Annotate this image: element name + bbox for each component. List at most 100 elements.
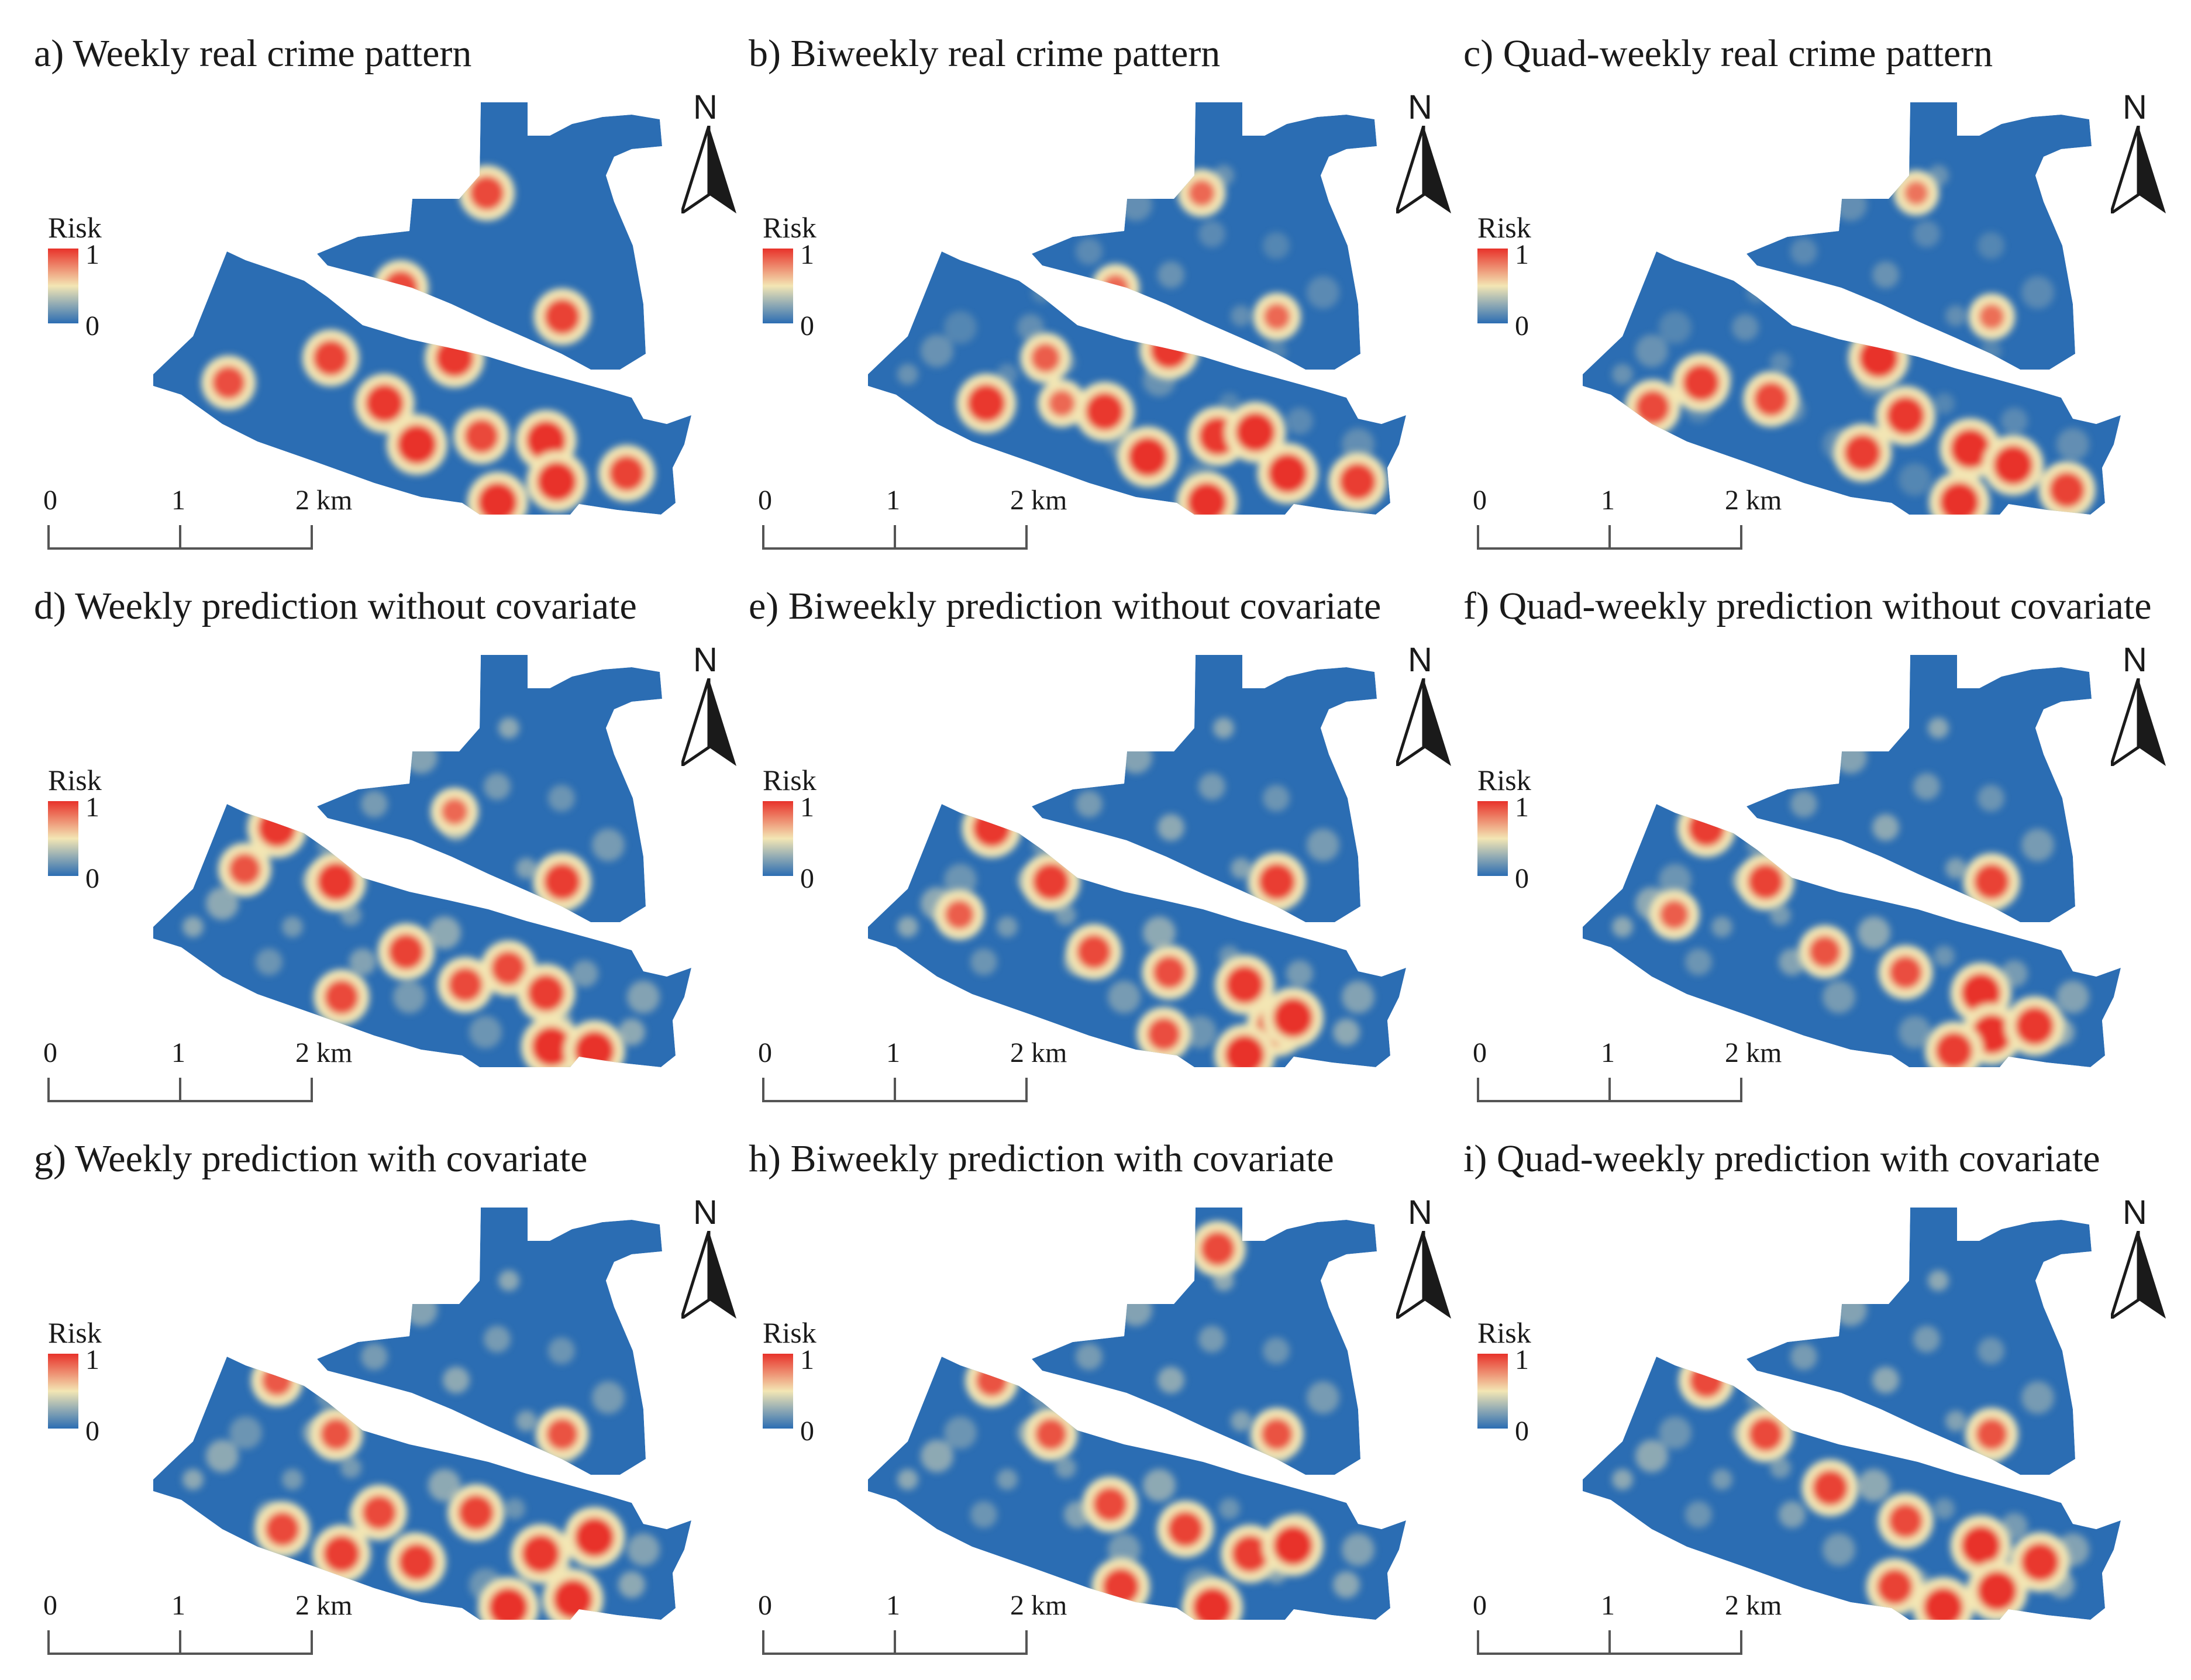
hotspot-core: [1754, 382, 1789, 417]
risk-haze: [1119, 188, 1152, 221]
risk-haze: [1213, 717, 1234, 739]
risk-haze: [1157, 1367, 1184, 1393]
risk-haze: [1913, 220, 1940, 247]
risk-haze: [1307, 829, 1339, 861]
risk-map: [153, 102, 691, 515]
risk-haze: [484, 773, 511, 800]
north-arrow-label: N: [2123, 641, 2147, 679]
hotspot-core: [1935, 1032, 1973, 1067]
risk-haze: [1858, 1469, 1890, 1502]
hotspot-core: [531, 1026, 571, 1067]
risk-haze: [1266, 340, 1287, 361]
scale-label-0: 0: [758, 1037, 772, 1068]
risk-haze: [1858, 916, 1890, 949]
risk-haze: [1055, 905, 1076, 926]
risk-haze: [1333, 1019, 1360, 1046]
risk-map: [1583, 102, 2121, 515]
north-arrow-icon: [681, 1231, 736, 1319]
hotspot-core: [488, 1587, 529, 1620]
hotspot-core: [1993, 445, 2033, 485]
hotspot-core: [1102, 1568, 1140, 1606]
north-arrow-label: N: [693, 88, 718, 126]
hotspot-core: [398, 1543, 436, 1581]
scale-label-2: 2 km: [295, 1037, 353, 1068]
north-arrow-label: N: [2123, 88, 2147, 126]
scale-label-1: 1: [1601, 1590, 1615, 1621]
risk-haze: [1231, 858, 1252, 879]
hotspot-core: [320, 1418, 353, 1451]
scale-label-2: 2 km: [1725, 1037, 1782, 1068]
risk-haze: [498, 1270, 519, 1291]
hotspot-core: [1950, 429, 1990, 469]
map-panel-c: c) Quad-weekly real crime pattern Risk 1…: [1429, 0, 2166, 550]
legend-min-label: 0: [1515, 863, 1529, 894]
risk-haze: [1263, 1337, 1290, 1364]
risk-haze: [1711, 1469, 1732, 1490]
risk-haze: [1790, 1343, 1817, 1370]
legend-title: Risk: [1477, 1316, 1531, 1349]
hotspot-core: [521, 1534, 560, 1574]
legend-title: Risk: [1477, 211, 1531, 244]
risk-map: [153, 1208, 691, 1620]
hotspot-core: [1076, 934, 1111, 970]
legend-title: Risk: [763, 1316, 817, 1349]
north-arrow-label: N: [693, 641, 718, 679]
risk-haze: [1746, 1387, 1768, 1408]
risk-haze: [1076, 791, 1103, 817]
risk-haze: [1978, 785, 2004, 812]
scale-label-1: 1: [171, 1590, 185, 1621]
risk-haze: [1823, 1533, 1855, 1566]
risk-haze: [469, 1016, 502, 1048]
risk-haze: [592, 829, 625, 861]
hotspot-core: [1273, 1526, 1313, 1566]
hotspot-core: [2021, 1543, 2059, 1582]
risk-haze: [405, 1293, 437, 1326]
hotspot-core: [383, 270, 418, 305]
risk-haze: [1076, 1343, 1103, 1370]
hotspot-core: [546, 1418, 578, 1451]
risk-haze: [1790, 238, 1817, 265]
risk-haze: [1119, 1293, 1152, 1326]
hotspot-core: [1687, 809, 1725, 847]
risk-haze: [1286, 408, 1313, 434]
hotspot-core: [1273, 998, 1313, 1038]
risk-haze: [443, 1367, 470, 1393]
hotspot-core: [1048, 389, 1076, 417]
risk-haze: [1342, 981, 1374, 1013]
hotspot-core: [608, 455, 645, 492]
risk-haze: [1823, 981, 1855, 1013]
hotspot-core: [361, 1495, 397, 1530]
scale-bar: [762, 525, 1028, 550]
risk-haze: [897, 364, 918, 385]
panel-title: c) Quad-weekly real crime pattern: [1463, 32, 1993, 75]
risk-haze: [944, 1416, 977, 1449]
hotspot-core: [397, 425, 437, 465]
legend-color-bar: [48, 249, 78, 323]
legend-max-label: 1: [800, 239, 814, 270]
risk-haze: [921, 1440, 953, 1472]
risk-haze: [206, 887, 239, 920]
panel-title: d) Weekly prediction without covariate: [34, 585, 637, 627]
hotspot-core: [1682, 364, 1720, 402]
hotspot-core: [1225, 1034, 1265, 1067]
map-panel-e: e) Biweekly prediction without covariate…: [715, 553, 1451, 1102]
hotspot-core: [324, 979, 359, 1015]
risk-haze: [1108, 1533, 1141, 1566]
risk-haze: [1899, 463, 1931, 496]
scale-label-1: 1: [886, 1590, 900, 1621]
risk-haze: [405, 741, 437, 774]
risk-haze: [1928, 717, 1949, 739]
risk-map: [868, 655, 1406, 1067]
risk-haze: [1157, 814, 1184, 841]
legend-min-label: 0: [1515, 1416, 1529, 1447]
risk-haze: [428, 916, 461, 949]
risk-haze: [1913, 1326, 1940, 1353]
legend-title: Risk: [48, 764, 102, 796]
scale-bar: [762, 1630, 1028, 1655]
risk-haze: [618, 1019, 645, 1046]
risk-haze: [361, 791, 388, 817]
hotspot-core: [976, 1364, 1008, 1397]
north-arrow-icon: [2111, 1231, 2166, 1319]
hotspot-core: [527, 974, 565, 1012]
risk-haze: [548, 785, 575, 812]
